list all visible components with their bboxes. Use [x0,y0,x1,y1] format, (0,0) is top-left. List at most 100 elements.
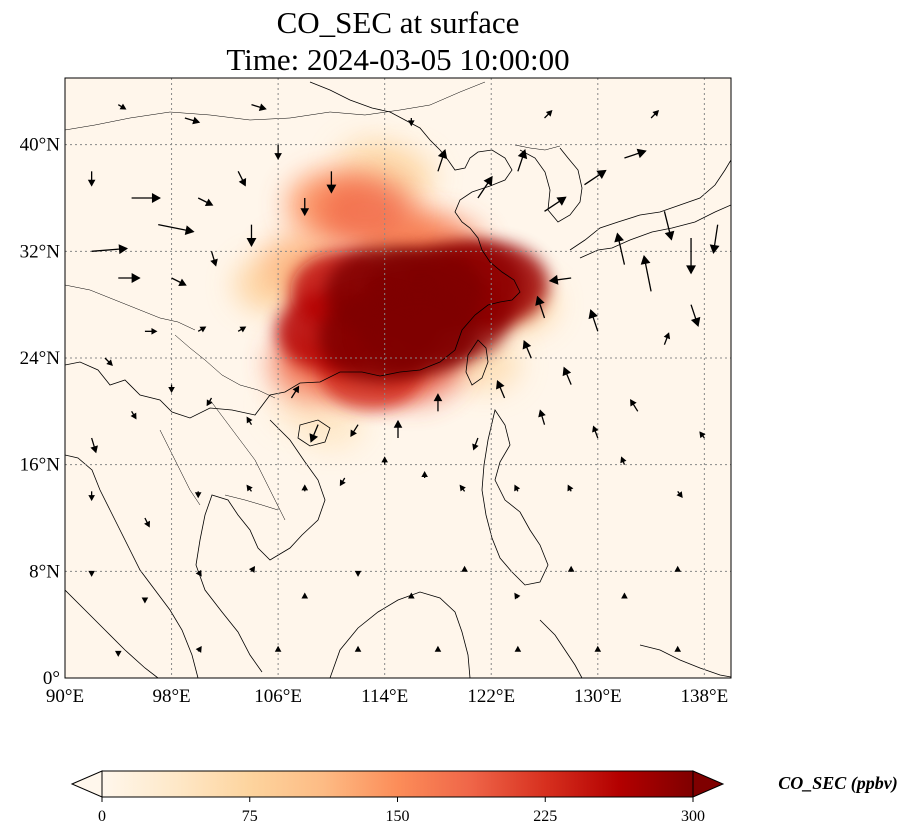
wind-arrow [194,491,202,499]
wind-arrow [237,326,247,333]
border-north-korea [514,144,561,151]
wind-arrow [118,273,141,283]
colorbar-extend-min [70,770,103,798]
latitude-tick-label: 32°N [20,241,61,262]
co-plume-cell [358,287,478,376]
wind-arrow [535,295,546,319]
wind-arrow [686,238,696,275]
wind-arrow [274,144,282,161]
wind-arrow [477,175,493,199]
latitude-tick-label: 0° [43,668,60,689]
longitude-tick-label: 138°E [681,686,729,707]
country-borders [65,81,561,521]
wind-arrow [496,379,506,399]
wind-arrow [237,171,247,187]
wind-arrow [690,304,701,327]
wind-arrow [251,103,267,111]
longitude-tick-label: 114°E [361,686,408,707]
wind-arrow [674,645,682,652]
wind-arrow [699,431,706,439]
wind-arrow [88,491,95,502]
wind-arrow [621,592,628,599]
wind-arrow [326,171,337,194]
wind-arrow [158,224,195,236]
japan-coastline-south [579,204,731,259]
borneo-coastline [329,591,471,678]
wind-arrow [144,328,158,335]
wind-arrow [141,597,149,604]
wind-arrow [301,484,309,492]
wind-arrow [640,255,652,292]
border-laos-vietnam [209,399,286,521]
longitude-tick-label: 90°E [46,686,84,707]
latitude-tick-label: 16°N [20,455,61,476]
colorbar-tick-label: 150 [386,808,410,825]
wind-arrow [301,592,309,599]
wind-arrow [544,110,553,119]
wind-arrow [104,357,113,366]
taiwan-coastline [465,339,489,386]
wind-arrow [246,416,253,426]
wind-arrow [472,437,479,451]
wind-arrow [246,484,253,492]
chart-subtitle: Time: 2024-03-05 10:00:00 [226,42,569,77]
wind-arrow [517,149,528,172]
border-thailand [159,429,201,506]
wind-arrow [650,110,660,119]
wind-arrow [197,326,207,333]
wind-arrow [90,437,98,454]
wind-arrow [88,570,95,577]
hainan-coastline [297,419,331,447]
wind-arrow [594,645,602,652]
wind-arrow [184,116,201,125]
wind-arrow [195,646,202,653]
longitude-tick-label: 122°E [467,686,515,707]
wind-arrow [339,477,346,487]
colorbar: 0 75 150 225 300 CO_SEC (ppbv) [70,770,898,825]
wind-arrow [248,566,256,573]
longitude-labels: 90°E 98°E 106°E 114°E 122°E 130°E 138°E [46,686,728,707]
indochina-coastline [195,419,326,673]
co-plume-layer [233,138,556,450]
colorbar-ticks: 0 75 150 225 300 [98,797,705,825]
colorbar-body [101,770,694,798]
wind-arrow [514,645,522,652]
colorbar-tick-label: 75 [242,808,258,825]
wind-arrow [131,193,161,203]
wind-arrow [290,385,300,399]
wind-arrow [709,224,720,255]
wind-arrow [544,196,567,212]
wind-arrow [171,277,187,286]
philippines-coastline [481,409,549,586]
wind-arrow [434,645,442,652]
wind-arrow [309,424,319,443]
wind-arrow [433,393,443,412]
wind-arrow [514,484,521,492]
wind-arrow [206,397,213,407]
wind-arrow [381,456,388,465]
wind-arrow [663,211,675,241]
wind-arrow [421,471,428,478]
chart-title: CO_SEC at surface [277,5,520,40]
wind-arrow [459,484,466,492]
border-tibet-india [65,284,196,331]
wind-arrow [114,650,122,657]
wind-arrow [87,171,96,187]
wind-arrow [408,592,415,599]
wind-arrow [522,339,532,359]
myanmar-coastline [65,454,199,678]
wind-arrow [274,645,282,652]
wind-arrow [614,232,626,265]
colorbar-label: CO_SEC (ppbv) [778,773,898,794]
wind-arrow [584,169,607,186]
wind-arrow [588,309,599,332]
wind-arrow [437,149,448,172]
coastlines [65,81,731,678]
map-area [64,77,732,679]
latitude-tick-label: 8°N [29,561,60,582]
wind-arrow [354,570,362,577]
wind-arrow [514,592,521,600]
china-coastline [65,81,521,419]
wind-arrow [630,398,639,412]
